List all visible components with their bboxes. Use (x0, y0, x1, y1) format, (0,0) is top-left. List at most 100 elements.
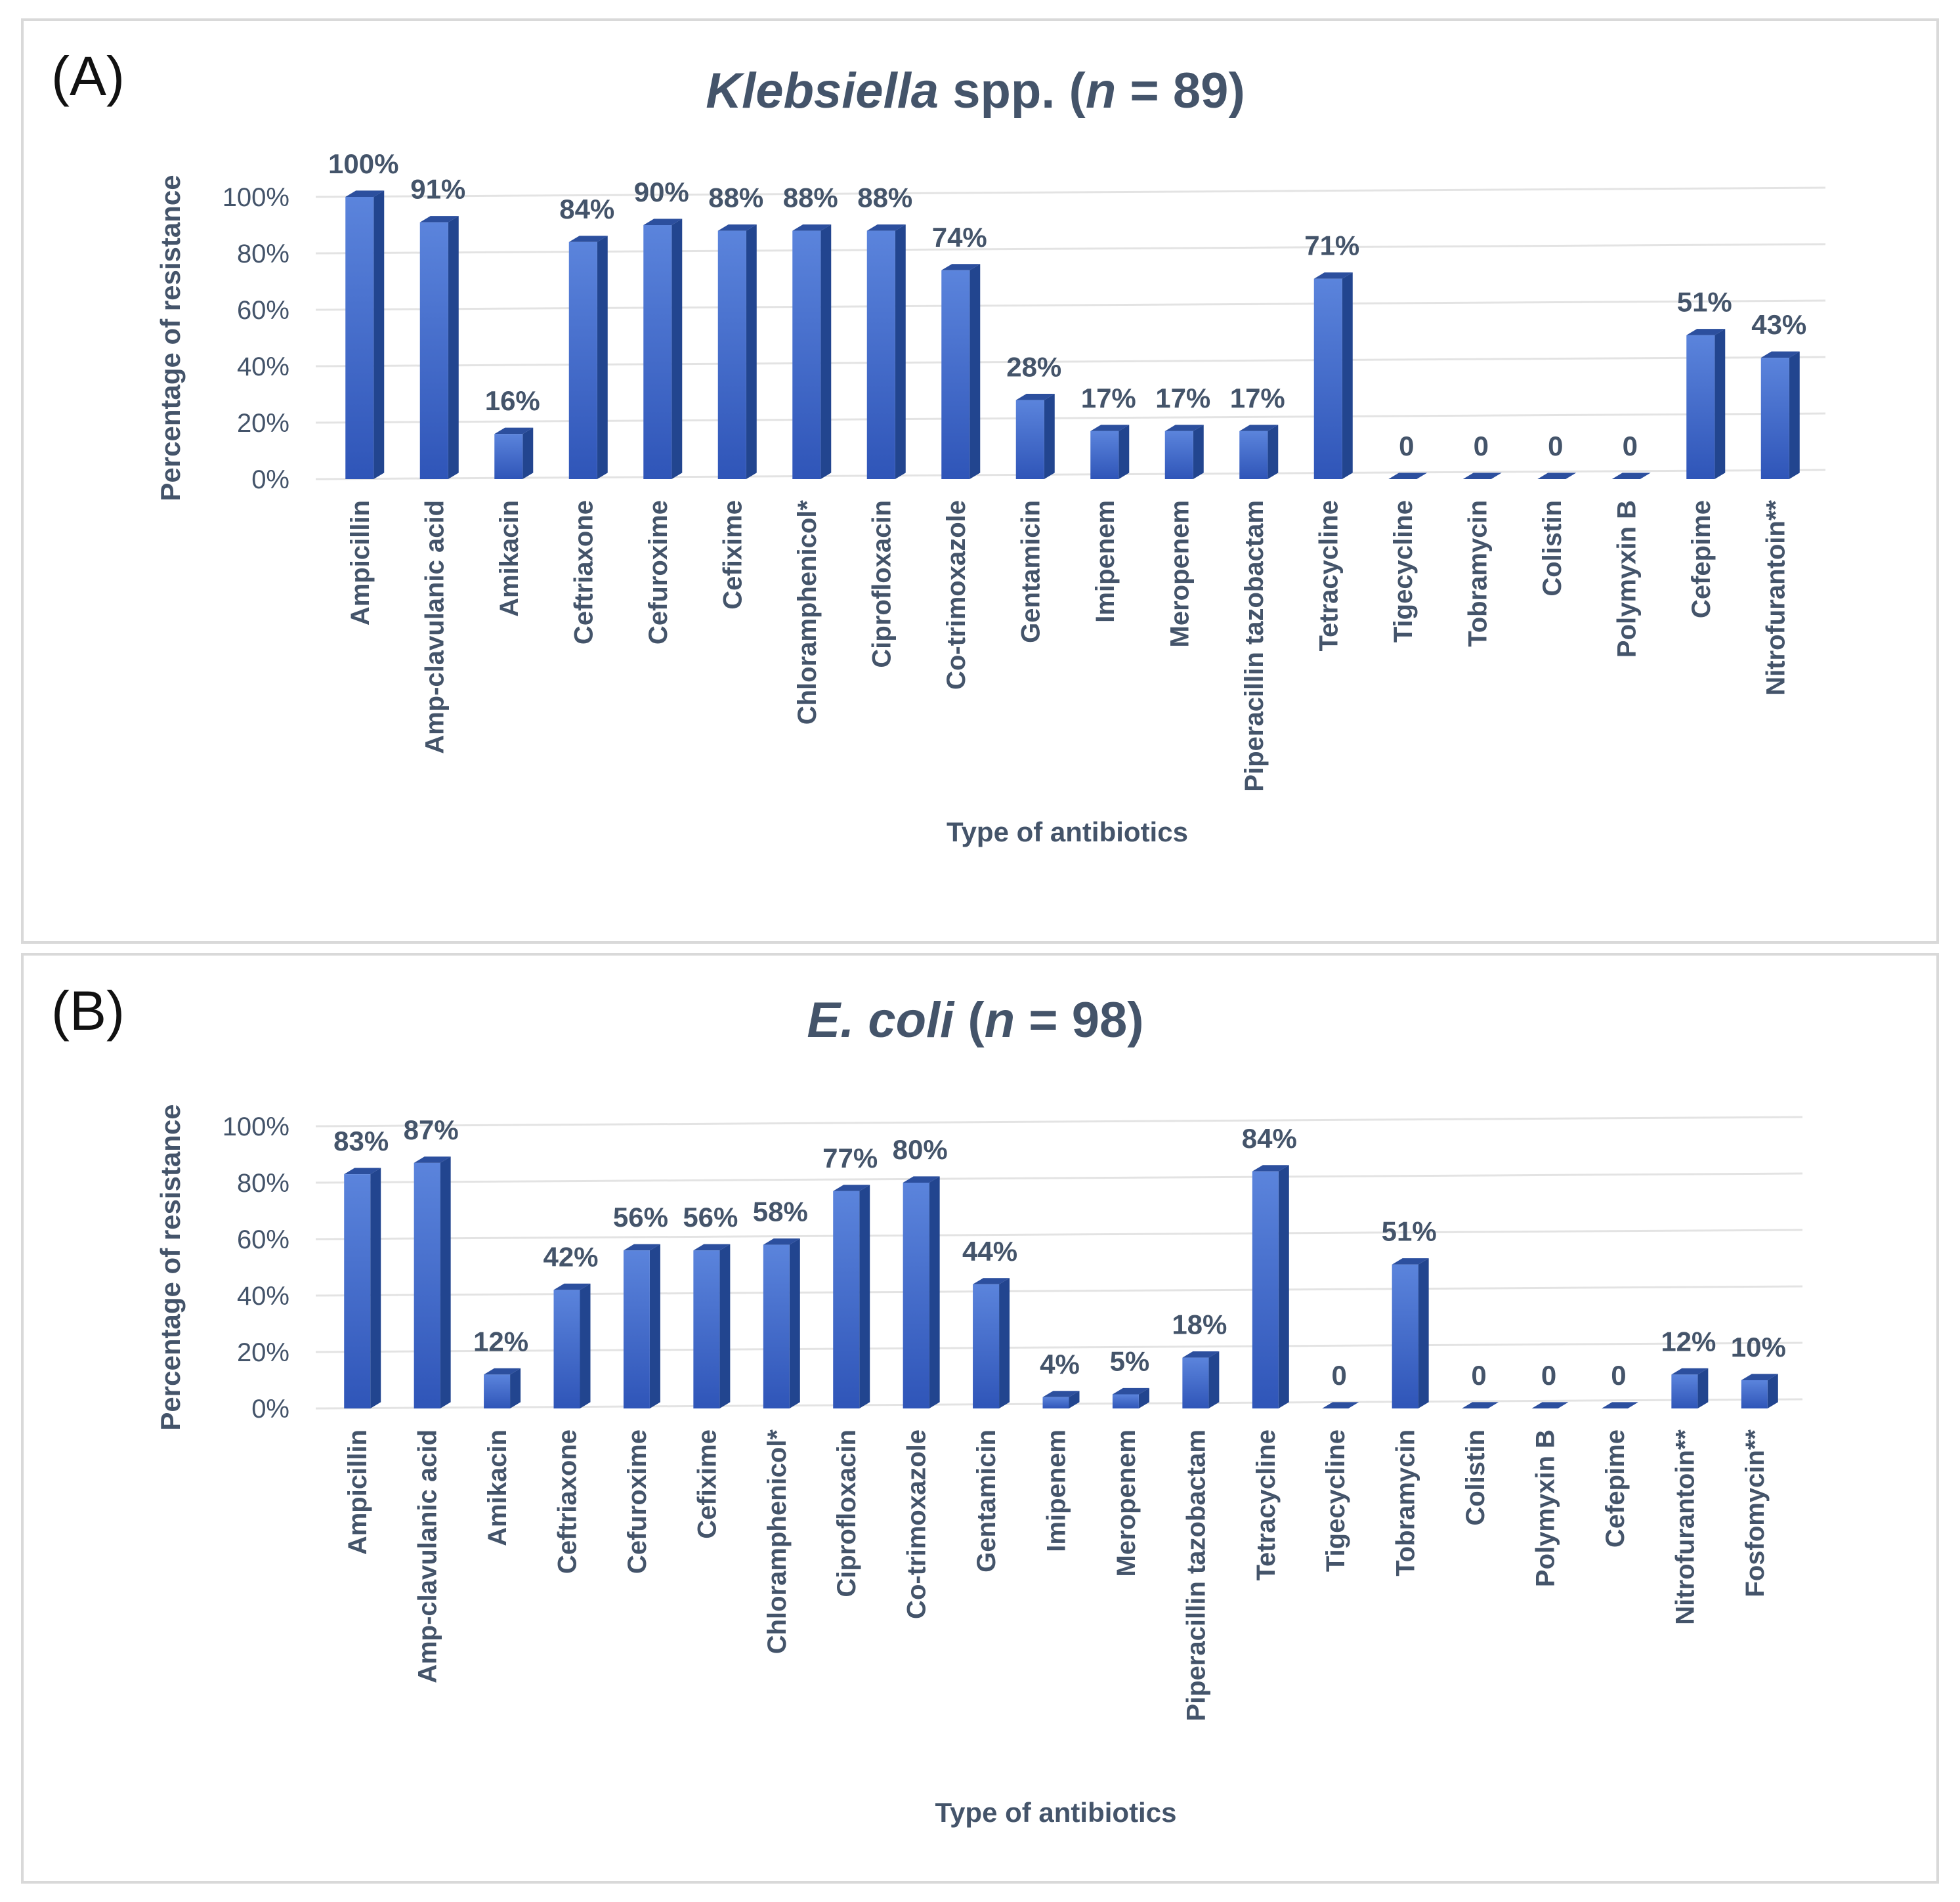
bar-18 (1611, 473, 1651, 479)
gridline (315, 356, 1826, 368)
title-rest: ( (954, 992, 985, 1048)
category-label: Gentamicin (1016, 500, 1045, 643)
gridline (315, 1172, 1803, 1184)
y-tick-label: 100% (223, 183, 289, 212)
bar-4 (568, 236, 608, 479)
bar-front (866, 230, 895, 479)
bar-side (1193, 425, 1204, 479)
data-label: 88% (783, 182, 838, 213)
data-label: 4% (1040, 1349, 1080, 1380)
data-label: 83% (333, 1126, 389, 1156)
bar-top (941, 264, 981, 270)
bar-9 (941, 264, 981, 479)
bar-side (789, 1238, 800, 1408)
bar-side (1208, 1351, 1220, 1408)
y-tick-label: 0% (251, 465, 289, 494)
data-label: 0 (1541, 1360, 1556, 1391)
bar-top (1322, 1402, 1359, 1408)
data-label: 16% (485, 385, 540, 416)
data-label: 43% (1751, 309, 1806, 340)
bar-11 (1090, 425, 1130, 479)
bar-side (895, 224, 906, 479)
bar-17 (1537, 473, 1577, 479)
bar-top (1531, 1402, 1569, 1408)
bar-13 (1239, 425, 1279, 479)
data-label: 58% (753, 1196, 808, 1227)
category-label: Ciprofloxacin (832, 1429, 861, 1597)
data-label: 90% (634, 177, 689, 207)
category-label: Piperacillin tazobactam (1240, 500, 1269, 792)
bar-6 (717, 224, 757, 479)
bar-17 (1462, 1402, 1499, 1408)
bar-16 (1392, 1258, 1429, 1408)
bar-front (1112, 1394, 1139, 1408)
category-label: Amp-clavulanic acid (420, 500, 449, 754)
bar-top (1537, 473, 1577, 479)
bar-side (746, 224, 757, 479)
category-label: Ampicillin (343, 1429, 372, 1555)
category-label: Colistin (1538, 500, 1567, 597)
y-tick-label: 100% (223, 1112, 289, 1141)
bar-6 (693, 1244, 731, 1408)
bar-top (345, 190, 385, 197)
bar-top (553, 1283, 591, 1290)
category-label: Tigecycline (1321, 1429, 1350, 1572)
data-label: 71% (1304, 230, 1359, 261)
bar-side (1697, 1368, 1709, 1408)
bar-side (999, 1278, 1010, 1408)
bar-top (1182, 1351, 1220, 1358)
category-label: Amikacin (495, 500, 524, 617)
bar-3 (484, 1368, 521, 1408)
bar-front (1090, 431, 1119, 479)
data-label: 28% (1006, 352, 1061, 383)
y-axis-title: Percentage of resistance (155, 1104, 186, 1430)
category-label: Fosfomycin** (1741, 1429, 1770, 1597)
bar-side (1069, 1391, 1080, 1408)
gridline (315, 1229, 1803, 1240)
bar-top (1611, 473, 1651, 479)
bar-top (717, 224, 757, 231)
bar-19 (1601, 1402, 1638, 1408)
category-label: Tetracycline (1252, 1429, 1281, 1581)
category-label: Tetracycline (1314, 500, 1343, 652)
category-label: Co-trimoxazole (942, 500, 971, 690)
bar-side (859, 1185, 870, 1408)
category-label: Cefuroxime (623, 1429, 652, 1574)
bar-side (597, 236, 608, 479)
bar-front (833, 1191, 860, 1408)
gridline (315, 469, 1826, 480)
category-label: Cefepime (1687, 500, 1716, 618)
bar-top (1392, 1258, 1429, 1265)
title-end: = 98) (1015, 992, 1143, 1048)
bar-top (1462, 473, 1502, 479)
bar-front (1015, 400, 1044, 479)
bar-top (1164, 425, 1204, 431)
bar-8 (866, 224, 906, 479)
category-label: Cefixime (692, 1429, 721, 1539)
data-label: 17% (1081, 383, 1136, 413)
category-label: Chloramphenicol* (763, 1429, 792, 1655)
data-label: 51% (1677, 287, 1732, 318)
bar-front (1686, 335, 1715, 479)
y-tick-label: 80% (237, 1169, 289, 1198)
bar-10 (1015, 394, 1055, 479)
gridline (315, 186, 1826, 198)
bar-top (419, 216, 459, 222)
data-label: 91% (410, 174, 465, 205)
bar-10 (973, 1278, 1010, 1408)
bar-top (693, 1244, 731, 1251)
bar-18 (1531, 1402, 1569, 1408)
bar-side (649, 1244, 660, 1408)
bar-top (1112, 1387, 1149, 1395)
data-label: 84% (559, 194, 614, 224)
data-label: 74% (932, 222, 987, 253)
bar-side (1138, 1387, 1149, 1408)
chart-klebsiella: Klebsiella spp. (n = 89) 0% 20% 40% 60% 80% 10… (155, 63, 1826, 847)
chart-title: E. coli (n = 98) (807, 992, 1143, 1048)
category-label: Gentamicin (972, 1429, 1001, 1573)
bar-front (1164, 431, 1193, 479)
data-label: 17% (1230, 383, 1285, 413)
bar-side (373, 190, 385, 479)
bar-top (792, 224, 832, 231)
data-label: 5% (1110, 1346, 1150, 1377)
